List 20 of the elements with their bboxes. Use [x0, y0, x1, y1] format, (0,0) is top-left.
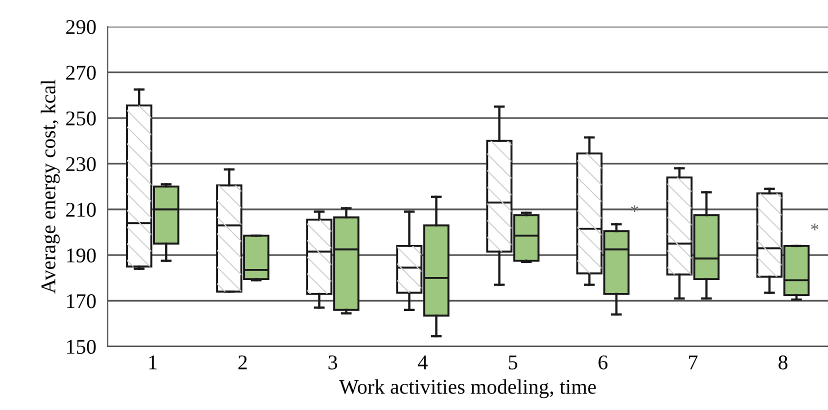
x-tick-label: 8 — [778, 355, 788, 370]
x-tick-label: 2 — [238, 355, 247, 370]
y-tick-label: 150 — [67, 340, 96, 354]
x-axis-title: Work activities modeling, time — [339, 379, 596, 398]
x-tick-label: 5 — [508, 356, 518, 370]
x-tick-label: 3 — [328, 355, 338, 370]
annotation: * — [630, 205, 638, 212]
annotation: * — [811, 224, 818, 230]
y-tick-label: 170 — [67, 294, 96, 308]
y-tick-label: 290 — [66, 20, 96, 34]
y-tick-label: 250 — [66, 111, 96, 126]
x-tick-label: 6 — [598, 355, 608, 370]
y-tick-label: 230 — [66, 157, 96, 172]
y-tick-label: 270 — [66, 66, 96, 80]
y-tick-label: 210 — [66, 202, 96, 217]
x-tick-label: 4 — [418, 356, 428, 370]
y-tick-label: 190 — [67, 248, 96, 263]
x-tick-label: 7 — [689, 356, 698, 370]
y-axis-title: Average energy cost, kcal — [40, 80, 60, 294]
x-tick-label: 1 — [149, 355, 157, 370]
